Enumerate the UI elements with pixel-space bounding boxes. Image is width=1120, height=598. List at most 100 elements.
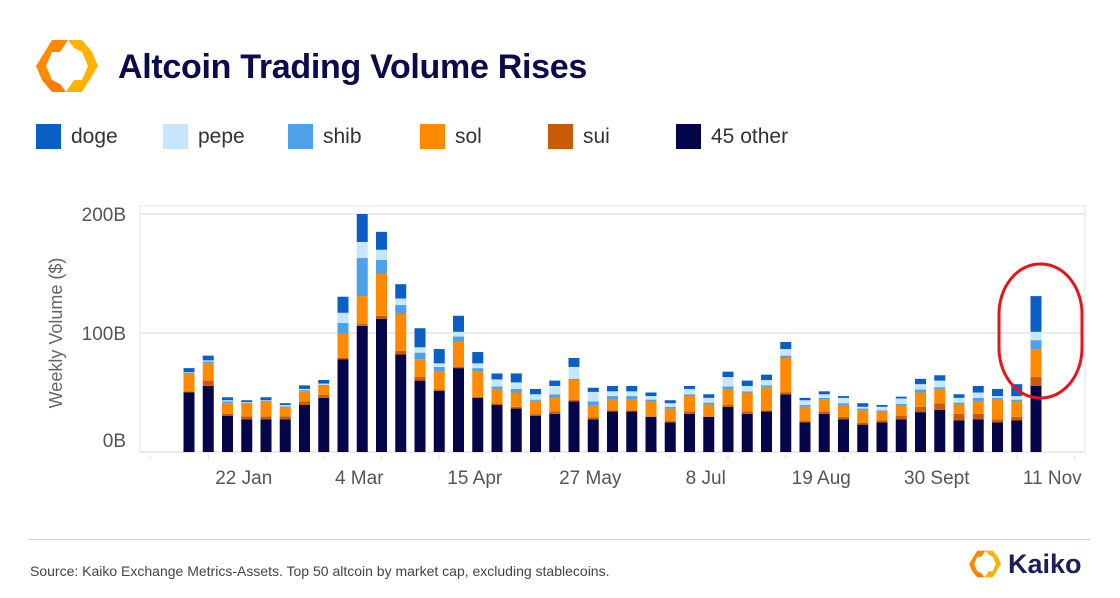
bar-segment-45-other — [202, 385, 214, 452]
bar-segment-pepe — [838, 397, 849, 404]
bar-segment-pepe — [607, 391, 618, 397]
bar-segment-doge — [703, 394, 715, 398]
bar-segment-sui — [953, 413, 965, 421]
bar-segment-45-other — [414, 380, 426, 452]
bar-segment-shib — [183, 372, 195, 374]
bar-segment-pepe — [568, 366, 580, 379]
bar-segment-pepe — [876, 406, 888, 411]
bar-segment-pepe — [587, 391, 599, 402]
x-tick-label: 11 Nov — [1023, 468, 1082, 489]
bar-segment-45-other — [183, 392, 195, 452]
bar-segment-pepe — [260, 400, 272, 401]
bar-segment-sol — [414, 359, 426, 378]
bar-segment-sui — [684, 411, 695, 414]
bar-segment-pepe — [799, 400, 811, 405]
bar-segment-pepe — [222, 400, 233, 402]
bar-segment-pepe — [491, 379, 503, 387]
bar-segment-sol — [799, 406, 811, 422]
bar-segment-45-other — [453, 368, 464, 452]
brand-logo: Kaiko — [968, 548, 1082, 580]
bar-segment-shib — [972, 397, 984, 402]
bar-segment-sui — [722, 404, 734, 407]
bar-segment-45-other — [876, 422, 888, 452]
legend-item: pepe — [163, 124, 245, 149]
bar-segment-sui — [645, 416, 657, 417]
bar-segment-45-other — [549, 413, 561, 452]
bar-segment-shib — [356, 258, 368, 297]
bar-segment-doge — [222, 397, 233, 401]
x-tick-label: 4 Mar — [335, 468, 384, 489]
bar-segment-doge — [722, 371, 734, 378]
bar-segment-shib — [761, 385, 772, 388]
bar-segment-shib — [722, 386, 734, 389]
bar-segment-shib — [799, 404, 811, 407]
bar-segment-pepe — [857, 406, 869, 409]
bar-segment-doge — [780, 341, 792, 350]
legend-swatch — [36, 124, 61, 149]
bar-segment-sui — [222, 413, 233, 416]
bar-segment-sol — [857, 410, 869, 423]
legend-label: doge — [71, 124, 118, 148]
bar-segment-doge — [260, 397, 272, 401]
bar-segment-sol — [491, 388, 503, 404]
bar-segment-sui — [530, 414, 541, 416]
bar-segment-shib — [645, 399, 657, 402]
legend-item: doge — [36, 124, 118, 149]
x-tick-label: 8 Jul — [686, 468, 726, 489]
bar-segment-shib — [433, 366, 445, 372]
bar-segment-sui — [299, 401, 310, 405]
bar-segment-doge — [607, 385, 618, 392]
bar-segment-45-other — [953, 420, 965, 452]
bar-segment-45-other — [433, 390, 445, 452]
bar-segment-45-other — [895, 419, 907, 452]
highlight-ellipse — [997, 262, 1084, 400]
bar-segment-45-other — [356, 325, 368, 452]
bar-segment-doge — [915, 378, 926, 385]
bar-segment-doge — [992, 388, 1003, 397]
bar-segment-pepe — [299, 388, 310, 391]
bar-segment-shib — [376, 259, 387, 274]
bar-segment-shib — [895, 403, 907, 405]
bar-segment-pepe — [664, 403, 676, 407]
bar-segment-sui — [260, 416, 272, 420]
bar-segment-sui — [876, 420, 888, 423]
x-tick-label: 27 May — [559, 468, 622, 489]
bar-segment-45-other — [376, 318, 387, 452]
bar-segment-45-other — [279, 419, 291, 452]
bar-segment-shib — [318, 384, 330, 386]
bar-segment-shib — [741, 391, 753, 393]
bar-segment-shib — [568, 378, 580, 381]
bar-segment-sui — [664, 421, 676, 423]
bar-segment-sui — [972, 413, 984, 420]
bar-segment-sol — [761, 387, 772, 411]
brand-name: Kaiko — [1008, 548, 1082, 579]
bar-segment-45-other — [664, 422, 676, 452]
bar-segment-sol — [356, 296, 368, 325]
bar-segment-sol — [587, 404, 599, 418]
bar-segment-sui — [626, 410, 638, 412]
bar-segment-pepe — [356, 241, 368, 259]
bar-segment-45-other — [992, 422, 1003, 452]
bar-segment-doge — [491, 373, 503, 380]
bar-segment-pepe — [972, 392, 984, 398]
bar-segment-doge — [530, 388, 541, 395]
bar-segment-shib — [510, 388, 522, 393]
bar-segment-45-other — [318, 397, 330, 452]
legend-label: pepe — [198, 124, 245, 148]
bar-segment-45-other — [722, 406, 734, 452]
bar-segment-45-other — [491, 404, 503, 452]
bar-segment-sol — [972, 401, 984, 414]
bar-segment-sui — [472, 396, 484, 398]
bar-segment-sol — [953, 404, 965, 414]
bar-segment-sol — [741, 392, 753, 412]
bar-segment-pepe — [761, 380, 772, 386]
bar-segment-45-other — [972, 419, 984, 452]
bar-segment-shib — [202, 361, 214, 364]
bar-segment-sol — [722, 388, 734, 405]
bar-segment-pepe — [433, 363, 445, 367]
bar-segment-shib — [684, 394, 695, 397]
bar-segment-pepe — [241, 402, 253, 403]
bar-segment-shib — [838, 403, 849, 405]
legend-label: 45 other — [711, 124, 789, 148]
bar-segment-45-other — [260, 419, 272, 452]
